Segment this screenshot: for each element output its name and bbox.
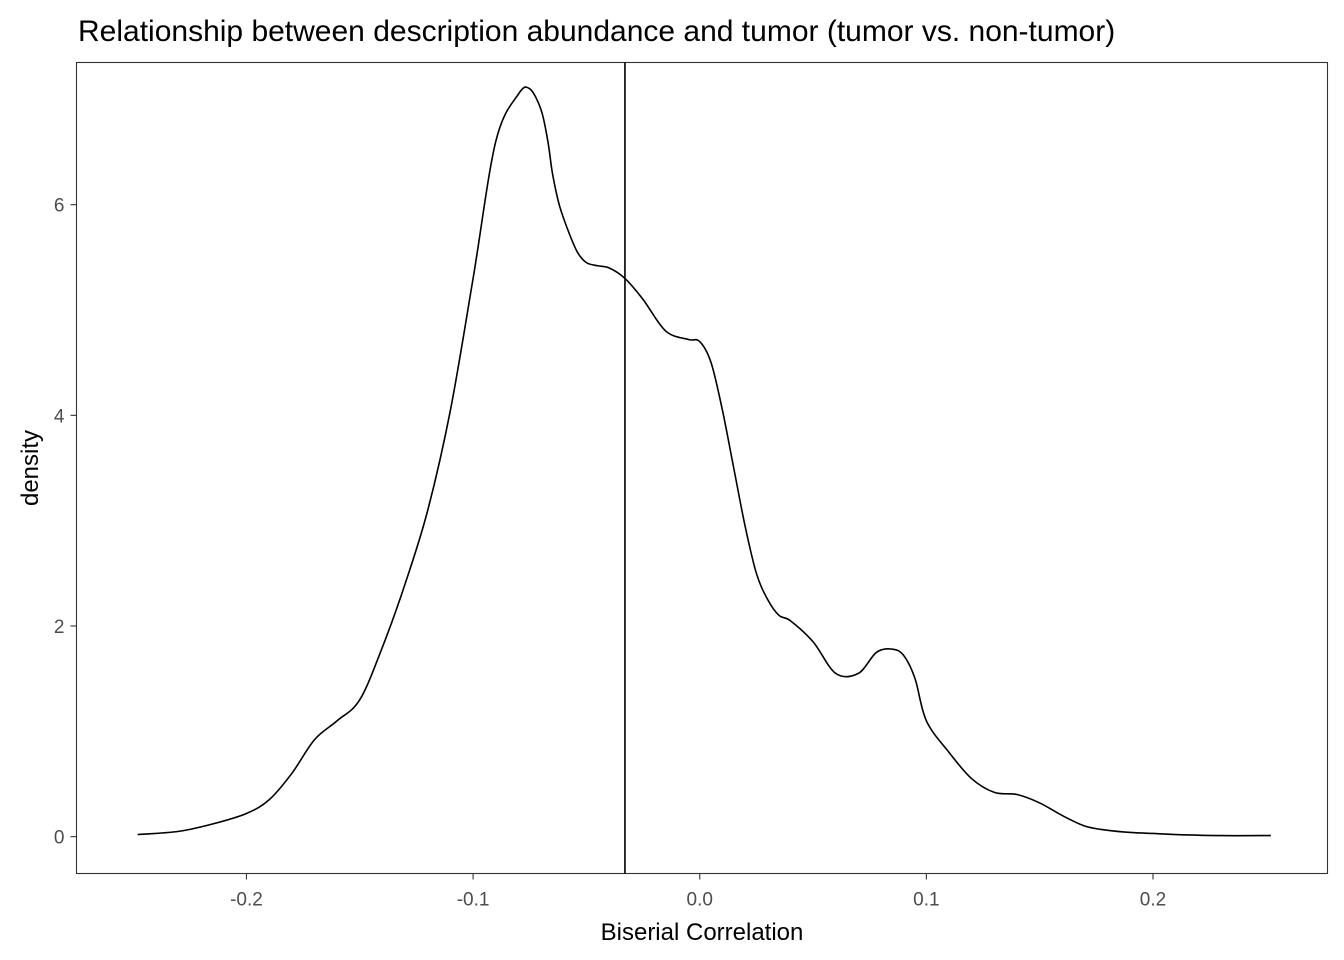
- y-tick-label: 4: [54, 406, 65, 427]
- x-tick-label: 0.1: [913, 890, 939, 911]
- y-axis: 0 2 4 6: [54, 196, 77, 849]
- x-tick-label: -0.2: [230, 890, 263, 911]
- x-tick-label: 0.0: [687, 890, 713, 911]
- series-layer: [137, 62, 1271, 874]
- x-tick-label: -0.1: [457, 890, 490, 911]
- x-axis-title: Biserial Correlation: [601, 919, 804, 946]
- x-tick-label: 0.2: [1140, 890, 1166, 911]
- y-tick-label: 0: [54, 828, 65, 849]
- chart-title: Relationship between description abundan…: [78, 15, 1115, 48]
- y-tick-label: 2: [54, 617, 65, 638]
- y-tick-label: 6: [54, 196, 65, 217]
- density-line: [137, 86, 1271, 837]
- y-axis-title: density: [17, 430, 44, 506]
- plot-panel: [75, 61, 1329, 875]
- x-axis: -0.2 -0.1 0.0 0.1 0.2: [230, 873, 1166, 911]
